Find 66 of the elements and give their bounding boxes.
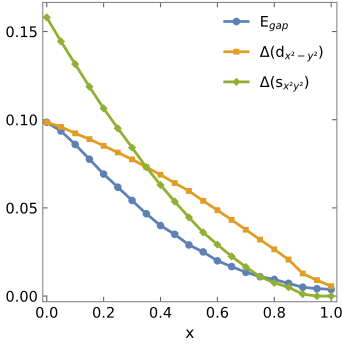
point [271,246,278,252]
point [185,241,193,249]
point [42,14,51,22]
point [242,263,250,271]
point [72,130,78,136]
point [100,142,107,149]
point [214,240,222,248]
x-tick-label: 0.2 [92,306,114,318]
point [57,38,65,46]
point [199,248,207,256]
point [314,277,320,284]
point [228,262,236,270]
point [128,144,136,152]
x-tick-label: 1.0 [321,306,342,318]
point [172,180,178,186]
point [300,270,306,276]
x-tick-label: 0.4 [150,306,172,318]
x-axis-title: x [186,329,194,338]
point [114,150,121,156]
point [284,283,292,292]
point [328,283,334,290]
point [186,188,192,194]
x-tick-label: 0.6 [206,306,228,318]
point [129,156,135,162]
legend-label: Δ(s$_{x²y²}$) [260,76,308,92]
point [200,198,206,204]
point [114,183,122,192]
point [100,104,108,112]
point [128,196,136,204]
point [58,124,64,130]
point [170,230,179,238]
point [156,222,164,230]
point [228,252,236,260]
point [257,236,263,243]
point [228,216,235,223]
point [71,60,80,68]
x-tick-label: 0.0 [36,306,58,318]
point [270,279,278,287]
point [313,284,321,292]
point [185,214,193,222]
point [214,256,222,265]
point [313,292,321,300]
y-tick-label: 0.10 [6,114,37,126]
y-tick-label: 0.05 [6,202,37,214]
point [170,198,179,206]
point [86,136,92,142]
point [327,292,336,300]
point [214,207,220,214]
y-tick-label: 0.15 [6,26,37,38]
point [286,256,292,262]
point [298,283,307,292]
point [100,170,108,178]
point [156,181,164,189]
point [298,290,307,298]
point [86,82,94,91]
legend-label: Δ(d$_{x²−y²}$) [260,46,322,62]
legend-label: E$_{gap}$ [261,16,288,32]
x-tick-label: 0.8 [264,306,285,318]
point [199,228,208,236]
point [86,155,94,164]
point [71,140,79,148]
point [158,172,164,178]
point [142,210,150,218]
point [242,226,249,233]
point [114,124,122,132]
y-tick-label: 0.00 [6,290,37,302]
